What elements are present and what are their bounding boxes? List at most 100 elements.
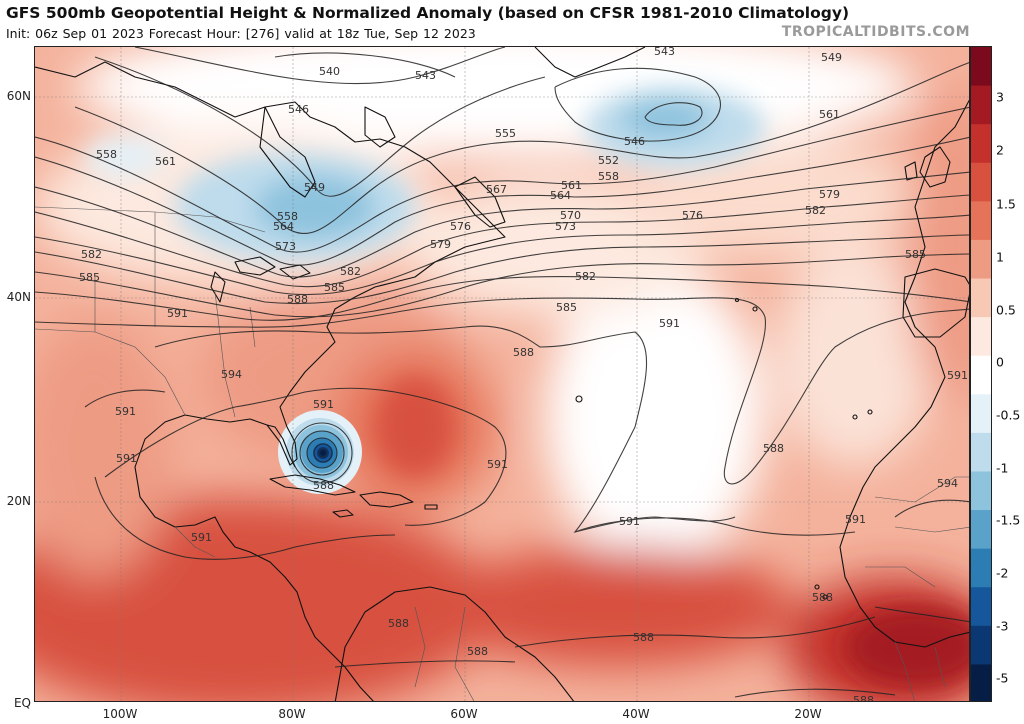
contour-label: 588 <box>313 479 334 492</box>
contour-label: 585 <box>905 248 926 261</box>
contour-label: 561 <box>155 155 176 168</box>
contour-label: 588 <box>812 591 833 604</box>
contour-label: 591 <box>191 531 212 544</box>
contour-label: 558 <box>277 210 298 223</box>
contour-label-group: 543 543 549 540 546 546 549 552 555 558 … <box>79 47 968 702</box>
colorbar-swatch <box>971 625 991 665</box>
anomaly-map: 543 543 549 540 546 546 549 552 555 558 … <box>34 46 970 702</box>
colorbar-label: -1 <box>996 460 1009 476</box>
contour-label: 585 <box>324 281 345 294</box>
political-borders <box>35 206 969 701</box>
contour-label: 588 <box>467 645 488 658</box>
lon-label-80w: 80W <box>278 707 306 721</box>
contour-label: 561 <box>819 108 840 121</box>
colorbar-label: -0.5 <box>996 407 1021 423</box>
chart-title: GFS 500mb Geopotential Height & Normaliz… <box>6 4 850 22</box>
contour-label: 546 <box>288 103 309 116</box>
colorbar-swatch <box>971 664 991 701</box>
colorbar-swatch <box>971 587 991 627</box>
contour-label: 549 <box>304 181 325 194</box>
contour-label: 588 <box>763 442 784 455</box>
contour-label: 591 <box>659 317 680 330</box>
contour-label: 591 <box>167 307 188 320</box>
colorbar-swatches <box>971 47 991 701</box>
source-credit: TROPICALTIDBITS.COM <box>781 24 970 40</box>
colorbar-swatch <box>971 47 991 87</box>
colorbar-swatch <box>971 124 991 164</box>
lon-label-60w: 60W <box>450 707 478 721</box>
lat-label-60n: 60N <box>6 89 31 103</box>
colorbar-swatch <box>971 201 991 241</box>
contour-label: 588 <box>388 617 409 630</box>
contour-label: 594 <box>937 477 958 490</box>
colorbar-swatch <box>971 239 991 280</box>
contour-label: 582 <box>805 204 826 217</box>
contour-label: 585 <box>556 301 577 314</box>
lon-label-40w: 40W <box>622 707 650 721</box>
contour-label: 564 <box>550 189 571 202</box>
contour-label: 576 <box>450 220 471 233</box>
contour-label: 591 <box>947 369 968 382</box>
contour-label: 546 <box>624 135 645 148</box>
contour-label: 591 <box>845 513 866 526</box>
contour-label: 567 <box>486 183 507 196</box>
contour-label: 591 <box>313 398 334 411</box>
contour-label: 552 <box>598 154 619 167</box>
map-canvas: 543 543 549 540 546 546 549 552 555 558 … <box>35 47 969 702</box>
contour-label: 573 <box>555 220 576 233</box>
contour-label: 594 <box>221 368 242 381</box>
colorbar-swatch <box>971 278 991 318</box>
contour-label: 591 <box>487 458 508 471</box>
colorbar-label: 1.5 <box>996 196 1016 212</box>
contour-label: 564 <box>273 220 294 233</box>
contour-label: 543 <box>415 69 436 82</box>
contour-label: 543 <box>654 47 675 58</box>
contour-label: 573 <box>275 240 296 253</box>
colorbar-label: -3 <box>996 618 1009 634</box>
colorbar-label: 3 <box>996 89 1004 105</box>
lat-label-eq: EQ <box>13 696 31 710</box>
colorbar-swatch <box>971 162 991 202</box>
lon-label-100w: 100W <box>102 707 138 721</box>
colorbar-swatch <box>971 510 991 550</box>
lon-label-20w: 20W <box>794 707 822 721</box>
colorbar-label: 0 <box>996 354 1004 370</box>
contour-label: 588 <box>853 694 874 702</box>
colorbar-swatch <box>971 548 991 588</box>
coastlines <box>35 47 969 701</box>
contour-label: 579 <box>430 238 451 251</box>
colorbar-swatch <box>971 85 991 125</box>
colorbar-label: 2 <box>996 142 1004 158</box>
contour-label: 582 <box>340 265 361 278</box>
contour-label: 540 <box>319 65 340 78</box>
graticule <box>35 47 969 701</box>
colorbar-swatch <box>971 394 991 434</box>
colorbar-label: -1.5 <box>996 512 1021 528</box>
contour-label: 591 <box>619 515 640 528</box>
colorbar-swatch <box>971 432 991 472</box>
contour-label: 585 <box>79 271 100 284</box>
contour-label: 588 <box>513 346 534 359</box>
colorbar-label: -5 <box>996 670 1009 686</box>
contour-label: 591 <box>116 452 137 465</box>
contour-label: 579 <box>819 188 840 201</box>
forecast-info: Init: 06z Sep 01 2023 Forecast Hour: [27… <box>6 26 476 41</box>
colorbar-swatch <box>971 317 991 357</box>
colorbar-label: -2 <box>996 565 1009 581</box>
contour-label: 570 <box>560 209 581 222</box>
contour-label: 582 <box>575 270 596 283</box>
contour-label: 555 <box>495 127 516 140</box>
contour-label: 591 <box>115 405 136 418</box>
contour-label: 549 <box>821 51 842 64</box>
contour-label: 582 <box>81 248 102 261</box>
contour-label: 558 <box>96 148 117 161</box>
contour-label: 576 <box>682 209 703 222</box>
colorbar-swatch <box>971 471 991 511</box>
colorbar <box>970 46 992 702</box>
colorbar-swatch <box>971 355 991 395</box>
height-contours <box>35 47 969 698</box>
contour-label: 588 <box>633 631 654 644</box>
contour-label: 588 <box>287 293 308 306</box>
contour-label: 558 <box>598 170 619 183</box>
lat-label-20n: 20N <box>6 494 31 508</box>
